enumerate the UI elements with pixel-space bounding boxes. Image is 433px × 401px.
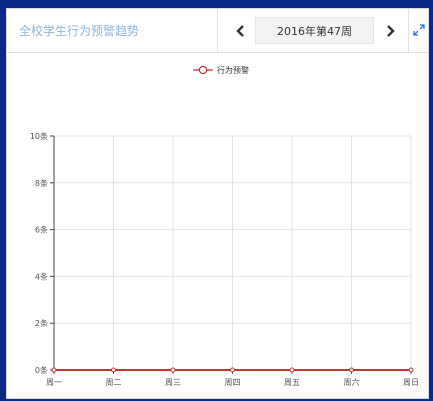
data-point[interactable] <box>51 367 57 373</box>
y-tick-label: 4条 <box>35 271 48 281</box>
week-picker: 2016年第47周 <box>217 9 409 52</box>
data-point[interactable] <box>230 367 235 373</box>
legend-label: 行为预警 <box>217 65 249 75</box>
chart-panel: 全校学生行为预警趋势 2016年第47周 行为预警 <box>6 8 429 399</box>
y-tick-label: 6条 <box>35 225 48 235</box>
x-tick-label: 周二 <box>106 378 122 387</box>
data-point[interactable] <box>408 367 414 373</box>
expand-icon <box>413 24 425 36</box>
legend-circle-marker <box>198 65 208 75</box>
chevron-left-icon <box>235 24 244 37</box>
x-tick-label: 周五 <box>284 378 300 387</box>
y-tick-label: 2条 <box>35 318 48 328</box>
next-week-button[interactable] <box>377 17 402 44</box>
panel-title: 全校学生行为预警趋势 <box>19 24 140 38</box>
y-tick-label: 0条 <box>35 365 48 375</box>
x-tick-label: 周日 <box>403 378 419 387</box>
data-point[interactable] <box>349 367 354 373</box>
x-tick-label: 周一 <box>46 378 62 387</box>
x-tick-label: 周三 <box>165 378 181 387</box>
chevron-right-icon <box>386 24 395 37</box>
expand-button[interactable] <box>411 22 427 38</box>
data-point[interactable] <box>111 367 116 373</box>
data-point[interactable] <box>170 367 176 373</box>
x-tick-label: 周六 <box>344 377 360 387</box>
data-point[interactable] <box>289 367 295 373</box>
prev-week-button[interactable] <box>228 17 253 44</box>
week-label: 2016年第47周 <box>255 17 374 44</box>
x-tick-label: 周四 <box>225 378 241 387</box>
chart-legend: 行为预警 <box>193 65 249 75</box>
y-tick-label: 10条 <box>30 131 48 141</box>
panel-header: 全校学生行为预警趋势 2016年第47周 <box>7 9 428 53</box>
y-tick-label: 8条 <box>35 178 48 188</box>
